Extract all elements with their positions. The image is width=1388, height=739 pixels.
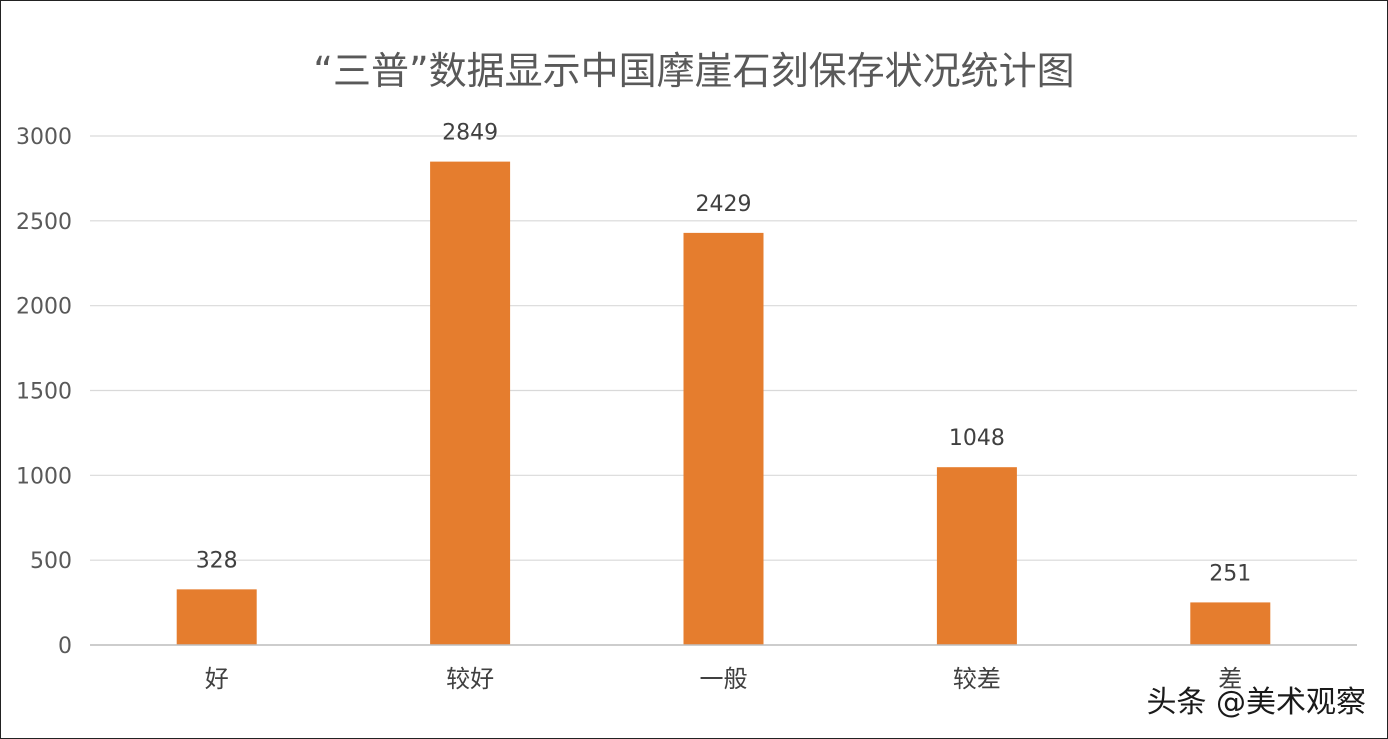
y-tick-label: 2500: [16, 210, 72, 235]
data-label: 328: [196, 548, 238, 573]
y-tick-label: 0: [58, 634, 72, 659]
chart-title: “三普”数据显示中国摩崖石刻保存状况统计图: [313, 49, 1075, 93]
y-tick-label: 1500: [16, 380, 72, 405]
y-tick-label: 2000: [16, 295, 72, 320]
x-category-label: 较差: [953, 665, 1001, 693]
bar: [683, 232, 764, 645]
x-category-label: 好: [205, 665, 229, 693]
data-label: 1048: [949, 426, 1005, 451]
y-tick-label: 3000: [16, 125, 72, 150]
bar: [430, 161, 511, 645]
y-tick-label: 1000: [16, 464, 72, 489]
data-label: 251: [1209, 561, 1251, 586]
watermark: 头条 @美术观察: [1146, 685, 1366, 720]
bar: [936, 467, 1017, 645]
data-label: 2849: [442, 121, 498, 146]
data-label: 2429: [696, 192, 752, 217]
x-category-label: 较好: [446, 665, 494, 693]
x-category-label: 差: [1218, 665, 1242, 693]
bar: [1190, 602, 1271, 645]
y-tick-label: 500: [30, 549, 72, 574]
bar: [176, 589, 257, 645]
x-category-label: 一般: [700, 665, 748, 693]
